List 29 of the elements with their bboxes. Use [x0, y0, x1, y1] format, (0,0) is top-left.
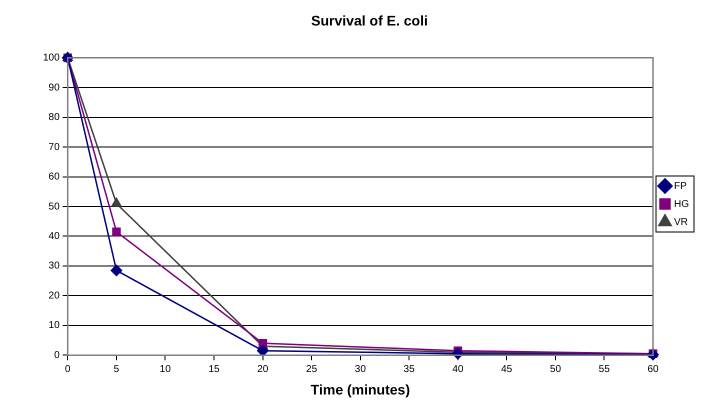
y-tick-label: 100 — [42, 52, 60, 64]
legend-label: VR — [674, 216, 688, 228]
x-tick-label: 0 — [64, 364, 71, 375]
x-axis-title: Time (minutes) — [310, 381, 410, 398]
x-tick-label: 60 — [647, 364, 659, 375]
x-tick-label: 50 — [550, 364, 562, 375]
x-tick-label: 20 — [257, 364, 269, 375]
y-tick-label: 10 — [48, 320, 60, 332]
legend-label: HG — [674, 198, 690, 210]
y-tick-label: 0 — [54, 350, 60, 361]
y-tick-label: 40 — [48, 230, 60, 242]
x-tick-label: 30 — [354, 364, 366, 375]
y-tick-label: 30 — [48, 260, 60, 272]
y-tick-label: 60 — [48, 172, 60, 183]
x-tick-label: 45 — [501, 364, 513, 375]
y-tick-label: 90 — [48, 82, 60, 94]
y-tick-label: 20 — [48, 290, 60, 302]
x-tick-label: 5 — [114, 364, 120, 375]
chart-title: Survival of E. coli — [311, 12, 428, 28]
y-tick-label: 80 — [48, 112, 60, 124]
y-tick-label: 70 — [48, 142, 60, 153]
x-tick-label: 10 — [160, 364, 172, 375]
x-tick-label: 40 — [452, 364, 464, 375]
y-tick-label: 50 — [48, 201, 60, 212]
x-tick-label: 35 — [404, 364, 416, 375]
x-tick-label: 25 — [306, 364, 318, 375]
legend-label: FP — [674, 180, 688, 192]
x-tick-label: 15 — [208, 364, 220, 375]
x-tick-label: 55 — [598, 364, 610, 375]
